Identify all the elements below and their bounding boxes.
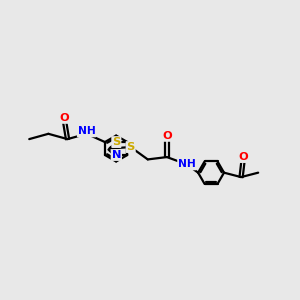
Text: S: S [127, 142, 135, 152]
Text: NH: NH [78, 126, 95, 136]
Text: O: O [238, 152, 248, 162]
Text: S: S [112, 137, 121, 147]
Text: O: O [162, 131, 172, 141]
Text: N: N [112, 150, 121, 160]
Text: NH: NH [178, 159, 196, 170]
Text: O: O [59, 113, 69, 123]
